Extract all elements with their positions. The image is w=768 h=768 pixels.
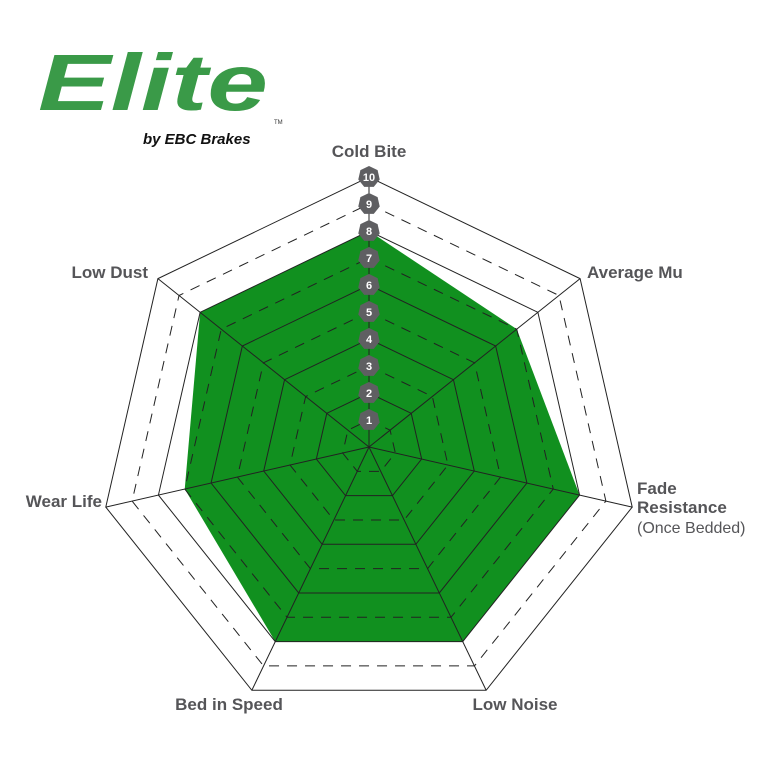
- spoke-5: [105, 446, 370, 508]
- axis-label-line: Fade: [637, 479, 677, 498]
- spoke-6: [157, 278, 370, 448]
- scale-badge-4: 4: [358, 328, 380, 349]
- axis-label: Bed in Speed: [175, 695, 283, 714]
- badge-shape: [358, 193, 380, 214]
- radar-lines: [105, 176, 633, 691]
- tick-label: 6: [366, 280, 372, 292]
- axis-labels: Cold Bite Average Mu Fade Resistance (Once B…: [26, 142, 746, 714]
- badge-shape: [358, 328, 380, 349]
- grid-ring-8: [157, 230, 581, 643]
- grid-ring-4: [263, 338, 475, 545]
- tick-label: 2: [366, 388, 372, 400]
- grid-ring-7: [184, 257, 554, 618]
- badge-shape: [358, 274, 380, 295]
- spoke-2: [368, 446, 633, 508]
- scale-badge-5: 5: [358, 301, 380, 322]
- axis-label: Fade Resistance: [637, 479, 727, 517]
- badge-shape: [358, 247, 380, 268]
- scale-badge-1: 1: [358, 409, 380, 430]
- tick-label: 1: [366, 415, 372, 427]
- spoke-3: [368, 446, 487, 691]
- badge-shape: [358, 301, 380, 322]
- scale-badge-2: 2: [358, 382, 380, 403]
- spoke-1: [368, 278, 581, 448]
- tick-label: 5: [366, 307, 372, 319]
- grid-ring-10: [105, 176, 633, 691]
- axis-label: Wear Life: [26, 492, 102, 511]
- tick-label: 9: [366, 199, 372, 211]
- scale-badge-10: 10: [358, 166, 380, 187]
- scale-badges: 1 2 3 4 5 6 7 8 9 10: [358, 166, 380, 430]
- tick-label: 4: [366, 334, 373, 346]
- logo-text: Elite: [38, 38, 268, 127]
- spoke-4: [251, 446, 370, 691]
- axis-label: Average Mu: [587, 263, 683, 282]
- axis-label-line: Resistance: [637, 498, 727, 517]
- badge-shape: [358, 355, 380, 376]
- scale-badge-3: 3: [358, 355, 380, 376]
- badge-shape: [358, 220, 380, 241]
- scale-badge-6: 6: [358, 274, 380, 295]
- grid-ring-1: [342, 419, 396, 472]
- tick-label: 7: [366, 253, 372, 265]
- badge-shape: [358, 382, 380, 403]
- grid-ring-6: [210, 284, 528, 594]
- logo-tm: TM: [274, 120, 283, 126]
- axis-sublabel: (Once Bedded): [637, 520, 746, 537]
- grid-ring-2: [315, 392, 423, 497]
- scale-badge-7: 7: [358, 247, 380, 268]
- logo-tagline: by EBC Brakes: [143, 131, 251, 148]
- logo: Elite by EBC Brakes TM: [38, 38, 283, 148]
- axis-label: Low Dust: [72, 263, 149, 282]
- badge-shape: [358, 166, 380, 187]
- badge-shape: [358, 409, 380, 430]
- tick-label: 3: [366, 361, 372, 373]
- scale-badge-8: 8: [358, 220, 380, 241]
- grid-ring-9: [131, 203, 607, 667]
- tick-label: 8: [366, 226, 372, 238]
- axis-label: Cold Bite: [332, 142, 407, 161]
- axis-label: Low Noise: [472, 695, 557, 714]
- scale-badge-9: 9: [358, 193, 380, 214]
- tick-label: 10: [363, 172, 375, 184]
